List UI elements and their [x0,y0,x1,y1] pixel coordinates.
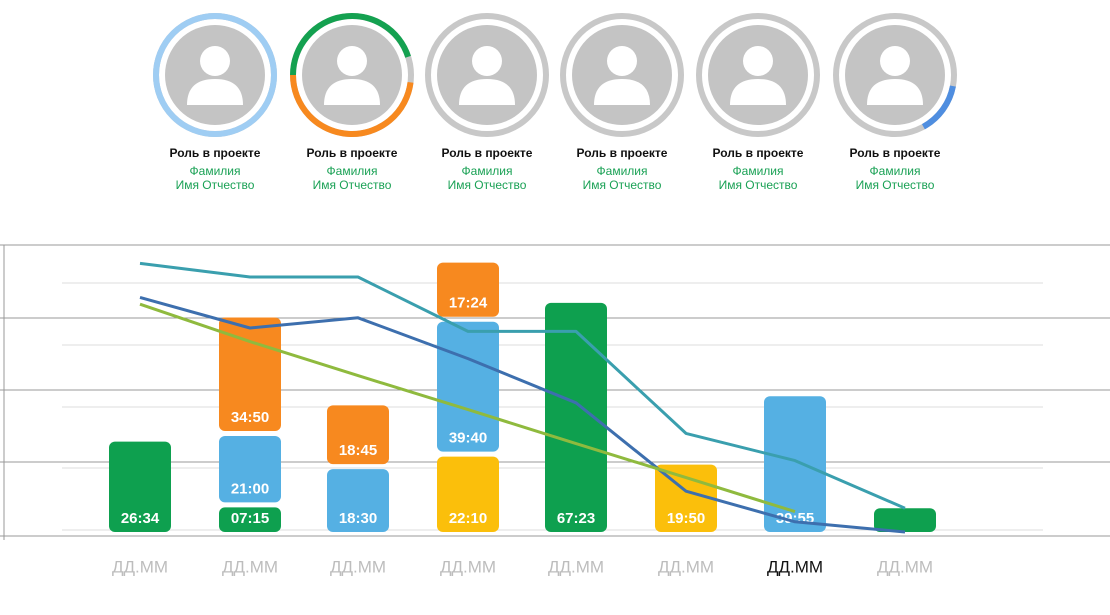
ring-track [833,13,957,137]
x-tick-label: ДД.ММ [222,557,278,576]
role: Роль в проекте [713,146,804,160]
ring-progress [921,85,956,130]
bar-label: 18:45 [339,442,377,459]
avatar-head [743,46,773,76]
ring-progress [153,13,277,137]
bar-label: 26:34 [121,510,160,527]
x-tick-label: ДД.ММ [767,557,823,576]
bar-label: 18:30 [339,510,377,527]
avatar-head [607,46,637,76]
bar-segment [327,469,389,532]
bar-label: 07:15 [231,510,269,527]
x-tick-label: ДД.ММ [330,557,386,576]
ring-track [560,13,684,137]
role: Роль в проекте [442,146,533,160]
avatar-body [324,79,380,105]
bar-label: 67:23 [557,510,595,527]
avatar-body [187,79,243,105]
bar-segment [219,507,281,532]
avatar-head [880,46,910,76]
line-series [139,302,796,514]
bar-segment [874,508,936,532]
line-series [139,261,906,510]
given-name: Имя Отчество [856,178,935,192]
given-name: Имя Отчество [313,178,392,192]
bar-segment [437,262,499,317]
given-name: Имя Отчество [719,178,798,192]
bar-segment [109,441,171,532]
surname: Фамилия [597,164,648,178]
surname: Фамилия [462,164,513,178]
bar-label: 22:10 [449,510,487,527]
role: Роль в проекте [577,146,668,160]
avatar-body [730,79,786,105]
bar-label: 39:40 [449,430,487,447]
x-tick-label: ДД.ММ [112,557,168,576]
x-tick-label: ДД.ММ [877,557,933,576]
bar-label: 17:24 [449,295,488,312]
bar-segment [437,456,499,532]
line-series [139,295,906,534]
bar-label: 34:50 [231,409,269,426]
bar-label: 21:00 [231,480,269,497]
avatar-body [594,79,650,105]
avatar-body [459,79,515,105]
role: Роль в проекте [307,146,398,160]
bar-segment [545,302,607,532]
given-name: Имя Отчество [176,178,255,192]
avatar-head [200,46,230,76]
given-name: Имя Отчество [583,178,662,192]
ring-track [425,13,549,137]
avatar-head [337,46,367,76]
ring-progress [290,13,411,76]
bar-segment [327,405,389,465]
x-tick-label: ДД.ММ [548,557,604,576]
surname: Фамилия [870,164,921,178]
ring-track [696,13,820,137]
avatar-body [867,79,923,105]
bar-label: 19:50 [667,510,705,527]
bar-segment [764,396,826,532]
role: Роль в проекте [850,146,941,160]
x-tick-label: ДД.ММ [658,557,714,576]
bar-segment [219,435,281,503]
role: Роль в проекте [170,146,261,160]
x-tick-label: ДД.ММ [440,557,496,576]
surname: Фамилия [327,164,378,178]
ring-progress [290,74,414,137]
avatar-head [472,46,502,76]
given-name: Имя Отчество [448,178,527,192]
surname: Фамилия [733,164,784,178]
surname: Фамилия [190,164,241,178]
